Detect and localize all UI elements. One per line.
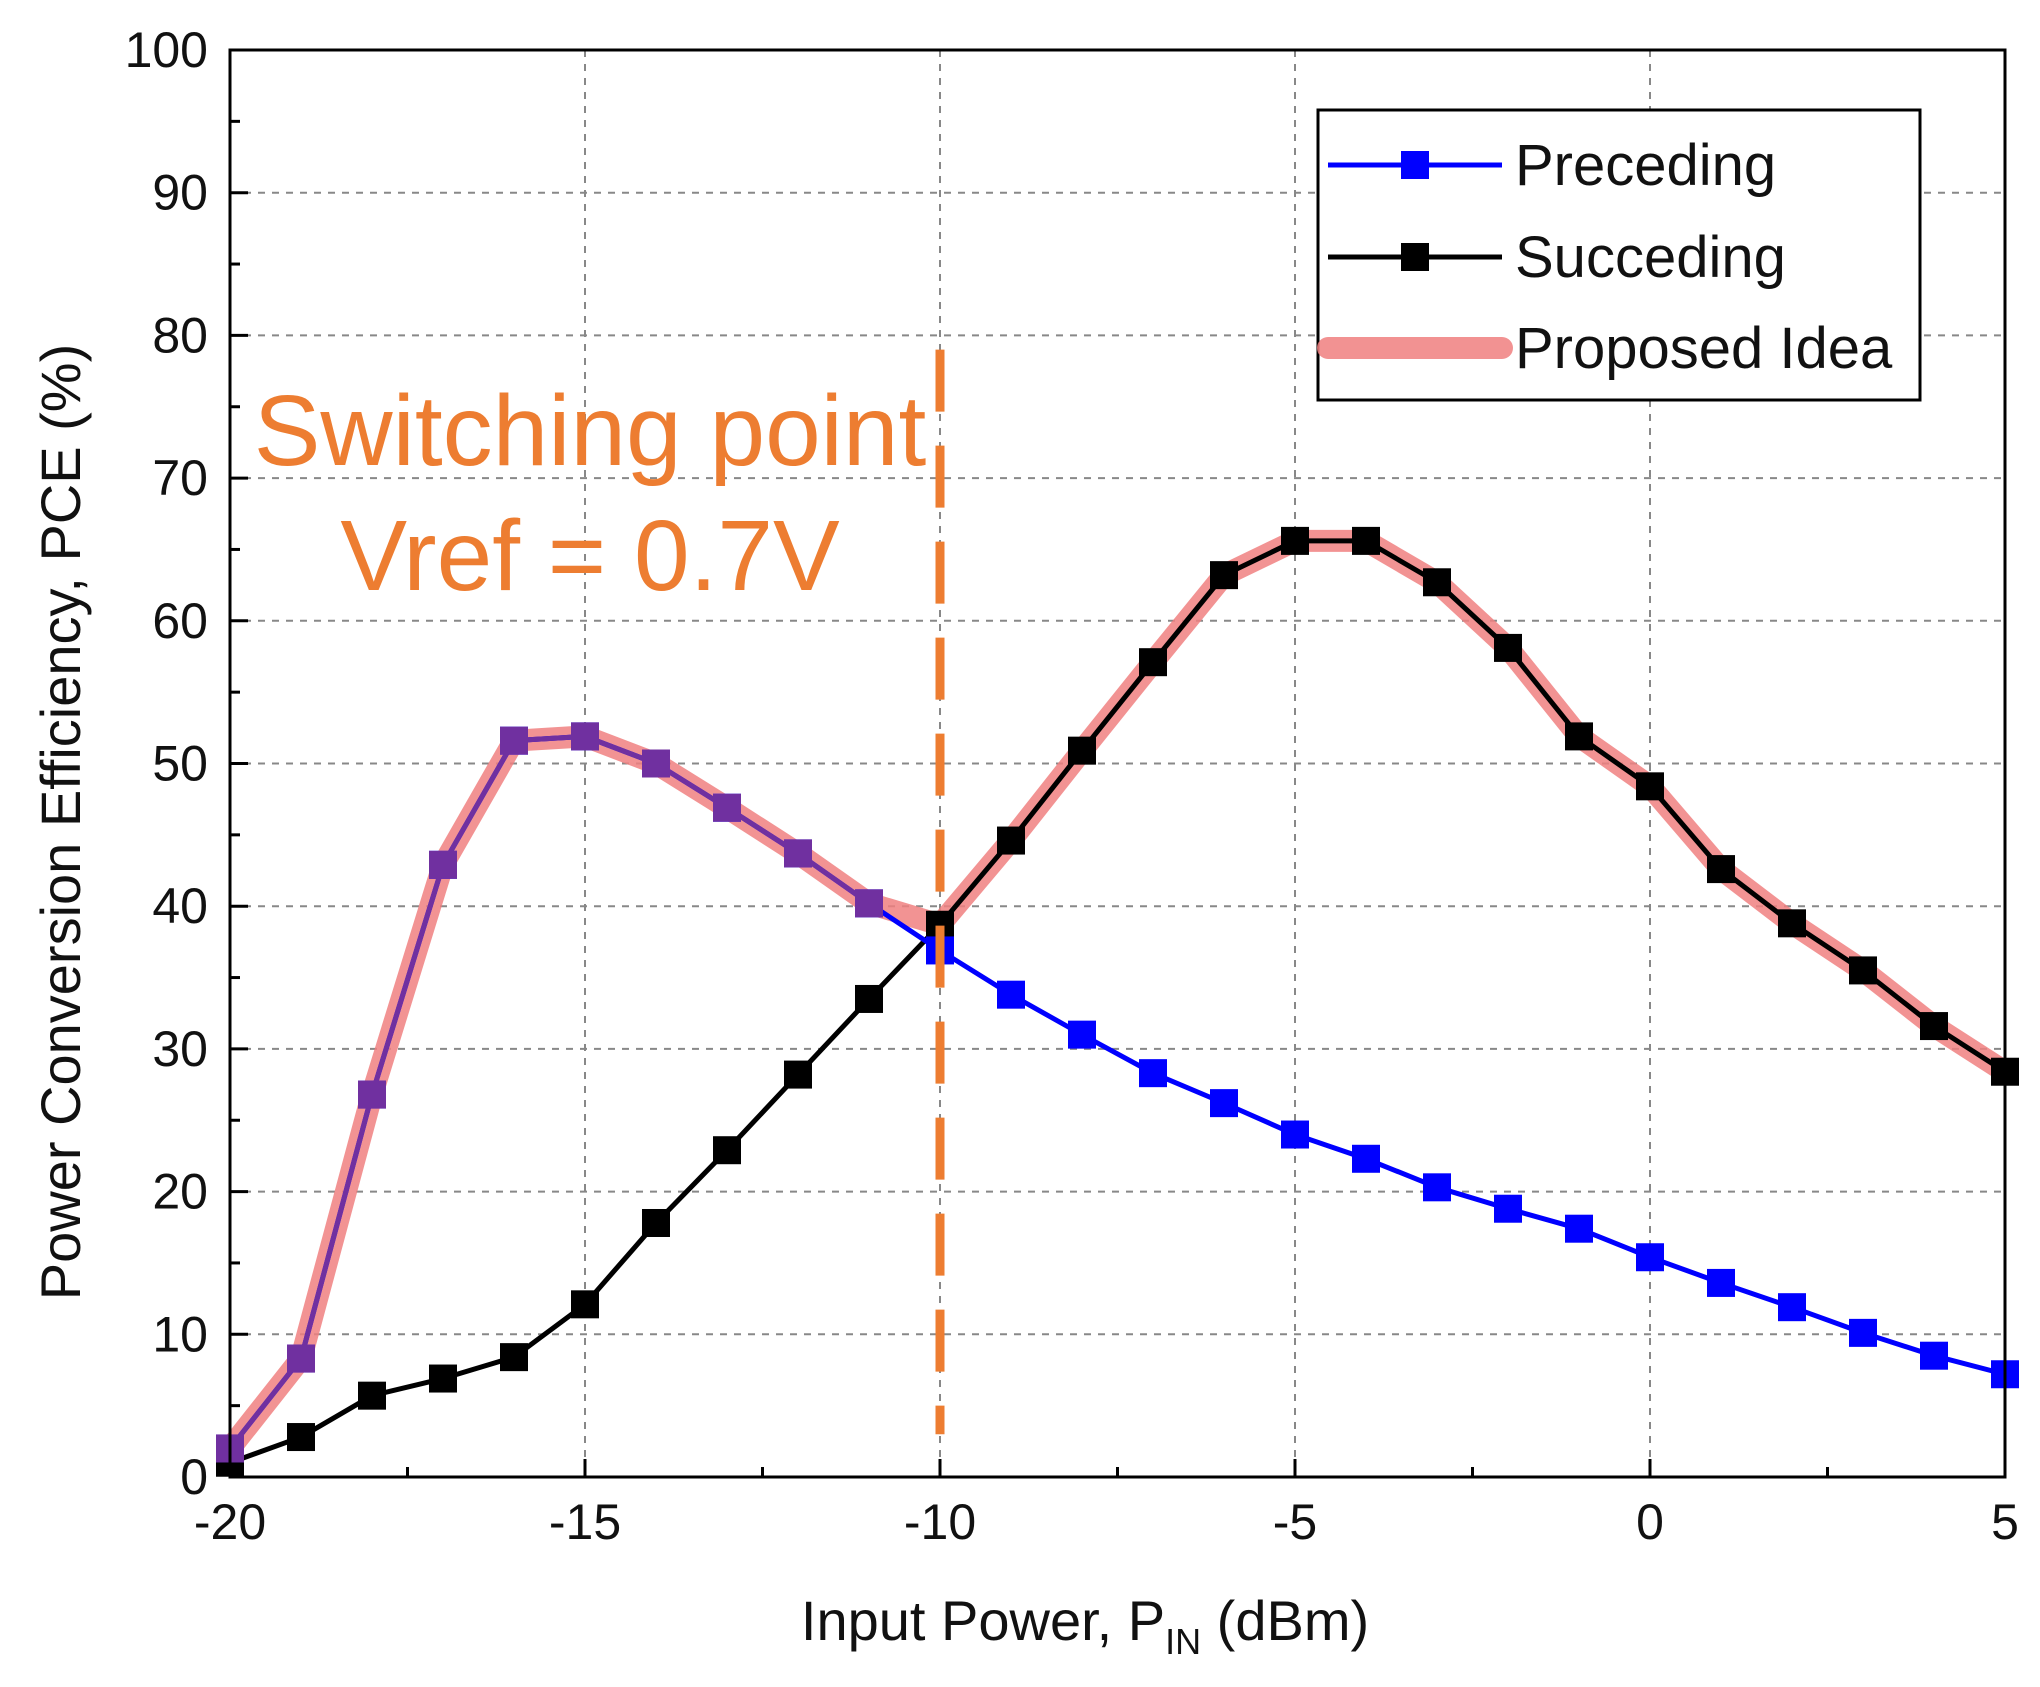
preceding-point — [1920, 1341, 1948, 1370]
preceding-point — [1210, 1089, 1238, 1118]
series-layer — [216, 526, 2019, 1477]
succeding-point — [1352, 526, 1380, 555]
preceding-point — [1068, 1020, 1096, 1049]
proposed-overlay-point — [429, 850, 457, 879]
succeding-point — [287, 1423, 315, 1452]
preceding-point — [1778, 1293, 1806, 1322]
x-tick-label: 5 — [1991, 1494, 2019, 1550]
y-tick-label: 0 — [180, 1449, 208, 1505]
x-tick-label: -5 — [1273, 1494, 1317, 1550]
succeding-point — [997, 826, 1025, 855]
y-tick-label: 60 — [152, 593, 208, 649]
legend-marker — [1401, 151, 1429, 179]
succeding-point — [1707, 855, 1735, 884]
preceding-point — [1636, 1243, 1664, 1272]
y-tick-label: 80 — [152, 307, 208, 363]
preceding-point — [1494, 1194, 1522, 1223]
legend-item-proposed-idea: Proposed Idea — [1317, 316, 1893, 381]
succeding-point — [642, 1208, 670, 1237]
succeding-point — [1565, 722, 1593, 751]
y-axis-title: Power Conversion Efficiency, PCE (%) — [29, 344, 92, 1300]
x-tick-label: -10 — [904, 1494, 976, 1550]
x-axis-title: Input Power, PIN (dBm) — [801, 1589, 1369, 1662]
vref-label: Vref = 0.7V — [340, 500, 840, 612]
succeding-point — [1281, 526, 1309, 555]
succeding-point — [1920, 1012, 1948, 1041]
y-tick-label: 40 — [152, 878, 208, 934]
succeding-point — [429, 1364, 457, 1393]
y-tick-label: 90 — [152, 165, 208, 221]
preceding-point — [1139, 1059, 1167, 1088]
y-tick-label: 10 — [152, 1306, 208, 1362]
legend-label: Preceding — [1515, 133, 1776, 198]
succeding-point — [784, 1060, 812, 1089]
succeding-point — [1139, 648, 1167, 677]
legend-item-succeding: Succeding — [1328, 225, 1786, 290]
proposed-overlay-point — [855, 889, 883, 918]
preceding-point — [1281, 1120, 1309, 1149]
grid — [230, 50, 2005, 1477]
preceding-point — [1565, 1214, 1593, 1243]
preceding-point — [1849, 1318, 1877, 1347]
x-tick-label: -15 — [549, 1494, 621, 1550]
succeding-point — [1210, 561, 1238, 590]
succeding-point — [500, 1343, 528, 1372]
succeding-point — [571, 1290, 599, 1319]
succeding-point — [358, 1381, 386, 1410]
y-tick-label: 30 — [152, 1021, 208, 1077]
y-tick-label: 20 — [152, 1164, 208, 1220]
annotation-layer: Switching point Vref = 0.7V — [254, 349, 945, 1435]
preceding-point — [1707, 1268, 1735, 1297]
succeding-point — [855, 984, 883, 1013]
legend-label: Succeding — [1515, 225, 1786, 290]
legend-marker — [1401, 243, 1429, 271]
preceding-point — [1352, 1144, 1380, 1173]
legend-item-preceding: Preceding — [1328, 133, 1776, 198]
succeding-point — [1778, 909, 1806, 938]
proposed-overlay-point — [713, 793, 741, 822]
succeding-point — [1494, 633, 1522, 662]
proposed-overlay-point — [784, 839, 812, 868]
proposed-overlay-line — [228, 733, 871, 1451]
preceding-point — [997, 980, 1025, 1009]
succeding-point — [1423, 568, 1451, 597]
preceding-point — [1423, 1173, 1451, 1202]
proposed-overlay-point — [642, 749, 670, 778]
proposed-overlay-point — [571, 722, 599, 751]
proposed-overlay-point — [358, 1080, 386, 1109]
x-tick-label: 0 — [1636, 1494, 1664, 1550]
legend: Preceding Succeding Proposed Idea — [1316, 108, 1922, 402]
series-line-succeding — [229, 538, 2007, 1466]
succeding-point — [1849, 956, 1877, 985]
succeding-point — [713, 1136, 741, 1165]
proposed-overlay-point — [500, 726, 528, 755]
y-tick-label: 70 — [152, 450, 208, 506]
succeding-point — [1636, 772, 1664, 801]
series-line-proposed-idea — [219, 529, 2016, 1460]
y-tick-label: 100 — [125, 22, 208, 78]
proposed-overlay-point — [287, 1344, 315, 1373]
x-tick-label: -20 — [194, 1494, 266, 1550]
switching-point-label: Switching point — [254, 375, 927, 487]
series-line-preceding — [228, 733, 2006, 1451]
succeding-point — [1068, 736, 1096, 765]
legend-label: Proposed Idea — [1515, 316, 1893, 381]
y-tick-label: 50 — [152, 736, 208, 792]
